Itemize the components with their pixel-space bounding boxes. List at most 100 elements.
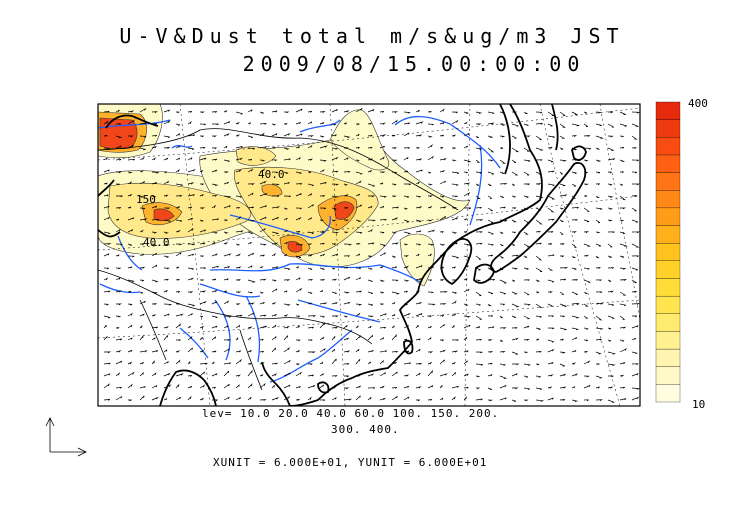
wind-arrow bbox=[403, 207, 409, 210]
wind-arrow bbox=[595, 219, 601, 224]
wind-arrow bbox=[235, 206, 240, 209]
wind-arrow bbox=[475, 135, 479, 139]
wind-arrow bbox=[475, 315, 482, 320]
wind-arrow bbox=[547, 243, 553, 245]
wind-arrow bbox=[199, 183, 204, 186]
graticule-line bbox=[98, 107, 640, 161]
wind-arrow bbox=[511, 373, 518, 377]
wind-arrow bbox=[559, 315, 565, 318]
wind-arrow bbox=[319, 182, 327, 185]
wind-arrow bbox=[151, 145, 158, 149]
wind-arrow bbox=[487, 326, 495, 329]
wind-arrow bbox=[595, 386, 600, 389]
wind-arrow bbox=[379, 326, 387, 329]
wind-arrow bbox=[475, 111, 483, 114]
wind-arrow bbox=[199, 325, 205, 329]
coastline-korea bbox=[440, 238, 473, 285]
wind-arrow bbox=[535, 219, 543, 225]
wind-arrow bbox=[103, 194, 109, 197]
wind-arrow bbox=[403, 111, 411, 114]
wind-arrow bbox=[619, 386, 626, 389]
wind-arrow bbox=[200, 111, 205, 114]
wind-arrow bbox=[235, 325, 241, 329]
wind-arrow bbox=[523, 255, 528, 258]
wind-arrow bbox=[523, 267, 529, 270]
wind-arrow bbox=[427, 253, 433, 257]
wind-arrow bbox=[331, 375, 338, 377]
wind-arrow bbox=[115, 372, 121, 377]
wind-arrow bbox=[139, 207, 146, 210]
wind-arrow bbox=[343, 194, 349, 197]
wind-arrow bbox=[512, 363, 520, 366]
wind-arrow bbox=[571, 111, 579, 115]
river bbox=[179, 327, 209, 359]
wind-arrow bbox=[475, 183, 480, 186]
wind-arrow bbox=[199, 315, 203, 318]
wind-arrow bbox=[595, 338, 602, 341]
wind-arrow bbox=[559, 135, 566, 139]
wind-arrow bbox=[259, 399, 267, 401]
wind-arrow bbox=[283, 147, 290, 150]
wind-arrow bbox=[307, 121, 313, 125]
wind-arrow bbox=[547, 111, 556, 117]
wind-arrow bbox=[380, 171, 386, 174]
wind-arrow bbox=[535, 315, 542, 318]
wind-arrow bbox=[583, 384, 591, 389]
wind-arrow bbox=[511, 279, 516, 282]
wind-arrow bbox=[271, 183, 280, 186]
wind-arrow bbox=[175, 133, 181, 137]
wind-arrow bbox=[163, 157, 169, 161]
rivers bbox=[98, 115, 501, 383]
wind-arrow bbox=[199, 337, 203, 341]
unit-scale-text: XUNIT = 6.000E+01, YUNIT = 6.000E+01 bbox=[213, 456, 488, 469]
wind-arrow bbox=[391, 351, 398, 353]
wind-arrow bbox=[139, 229, 144, 233]
wind-arrow bbox=[403, 147, 410, 149]
wind-arrow bbox=[187, 194, 195, 197]
wind-arrow bbox=[247, 369, 253, 377]
wind-arrow bbox=[391, 266, 398, 269]
wind-arrow bbox=[355, 334, 362, 341]
wind-arrow bbox=[547, 254, 555, 257]
wind-arrow bbox=[439, 180, 446, 185]
colorbar-swatch bbox=[655, 260, 681, 279]
wind-arrow bbox=[631, 279, 637, 284]
wind-arrow bbox=[391, 396, 398, 401]
wind-arrow bbox=[259, 205, 267, 209]
wind-arrow bbox=[187, 303, 195, 307]
wind-arrow bbox=[415, 399, 420, 402]
wind-arrow bbox=[271, 288, 278, 293]
wind-arrow bbox=[499, 206, 506, 209]
wind-arrow bbox=[259, 314, 267, 317]
wind-arrow bbox=[607, 147, 615, 151]
border-line bbox=[98, 269, 221, 315]
wind-arrow bbox=[571, 302, 580, 305]
wind-arrow bbox=[223, 133, 230, 137]
wind-arrow bbox=[451, 183, 459, 186]
wind-arrow bbox=[595, 315, 603, 321]
wind-arrow bbox=[523, 325, 530, 329]
wind-arrow bbox=[535, 171, 542, 175]
wind-arrow bbox=[307, 110, 313, 113]
wind-arrow bbox=[403, 279, 410, 282]
coastline-japan-hokkaido bbox=[571, 145, 587, 161]
wind-arrow bbox=[499, 315, 503, 319]
wind-arrow bbox=[607, 135, 614, 138]
wind-arrow bbox=[103, 110, 110, 113]
wind-arrow bbox=[247, 231, 253, 235]
wind-arrow bbox=[139, 279, 144, 282]
wind-arrow bbox=[499, 231, 504, 234]
wind-arrow bbox=[283, 372, 291, 377]
wind-arrow bbox=[571, 327, 580, 331]
border-west-1 bbox=[98, 179, 115, 197]
wind-arrow bbox=[283, 384, 291, 389]
wind-arrow bbox=[487, 219, 494, 224]
wind-arrow bbox=[295, 385, 301, 389]
wind-arrow bbox=[175, 303, 180, 305]
wind-arrow bbox=[487, 362, 493, 365]
wind-arrow bbox=[355, 242, 361, 245]
wind-arrow bbox=[547, 339, 555, 343]
wind-arrow bbox=[427, 243, 435, 246]
wind-arrow bbox=[223, 348, 230, 353]
wind-arrow bbox=[211, 169, 218, 173]
